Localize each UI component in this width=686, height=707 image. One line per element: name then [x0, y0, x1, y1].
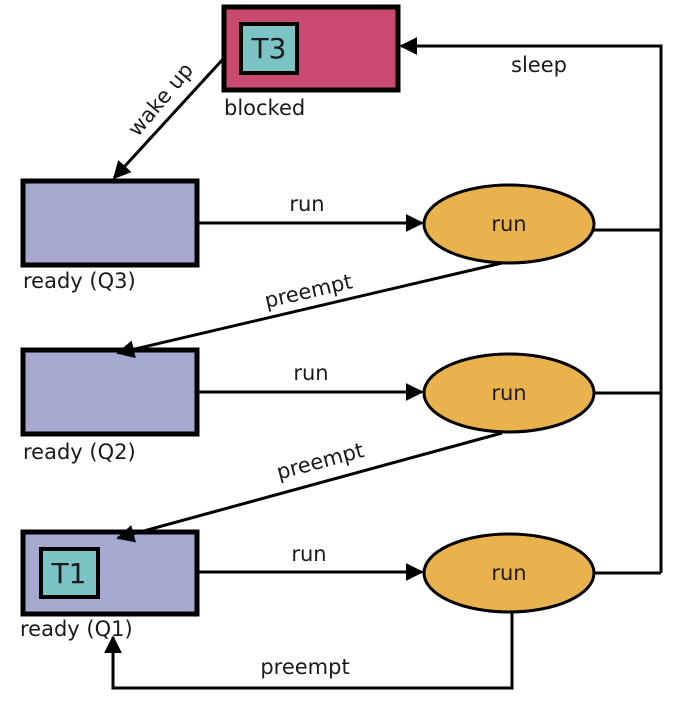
ready-q1-label: ready (Q1): [20, 617, 133, 641]
ready-q3-box: [20, 178, 200, 268]
thread-t3-label: T3: [251, 32, 287, 65]
run-arrow-q3-label: run: [289, 192, 324, 216]
preempt-arrow-q2-label: preempt: [274, 438, 367, 484]
run-node-1: [422, 183, 596, 265]
preempt-arrow-q1-label: preempt: [260, 655, 349, 679]
run-arrow-q2-label: run: [293, 361, 328, 385]
sleep-label: sleep: [511, 53, 567, 77]
thread-t1-box: [39, 547, 100, 599]
sleep-arrow: [399, 37, 663, 573]
preempt-arrow-q2-to-q1: [116, 431, 503, 543]
blocked-label: blocked: [224, 96, 305, 120]
preempt-arrow-q1-loop: [104, 612, 514, 690]
preempt-arrow-q3-to-q2: [116, 261, 503, 359]
thread-t1-label: T1: [51, 557, 87, 590]
ready-q2-label: ready (Q2): [23, 440, 136, 464]
run-node-2-label: run: [491, 381, 526, 405]
preempt-arrow-q3-label: preempt: [262, 269, 354, 312]
ready-q2-box: [20, 347, 200, 437]
run-node-3-label: run: [491, 561, 526, 585]
run-arrow-q1-label: run: [291, 542, 326, 566]
run-node-1-label: run: [491, 212, 526, 236]
thread-t3-box: [239, 22, 299, 75]
ready-q3-label: ready (Q3): [23, 269, 136, 293]
wake-up-arrow: [112, 56, 226, 180]
